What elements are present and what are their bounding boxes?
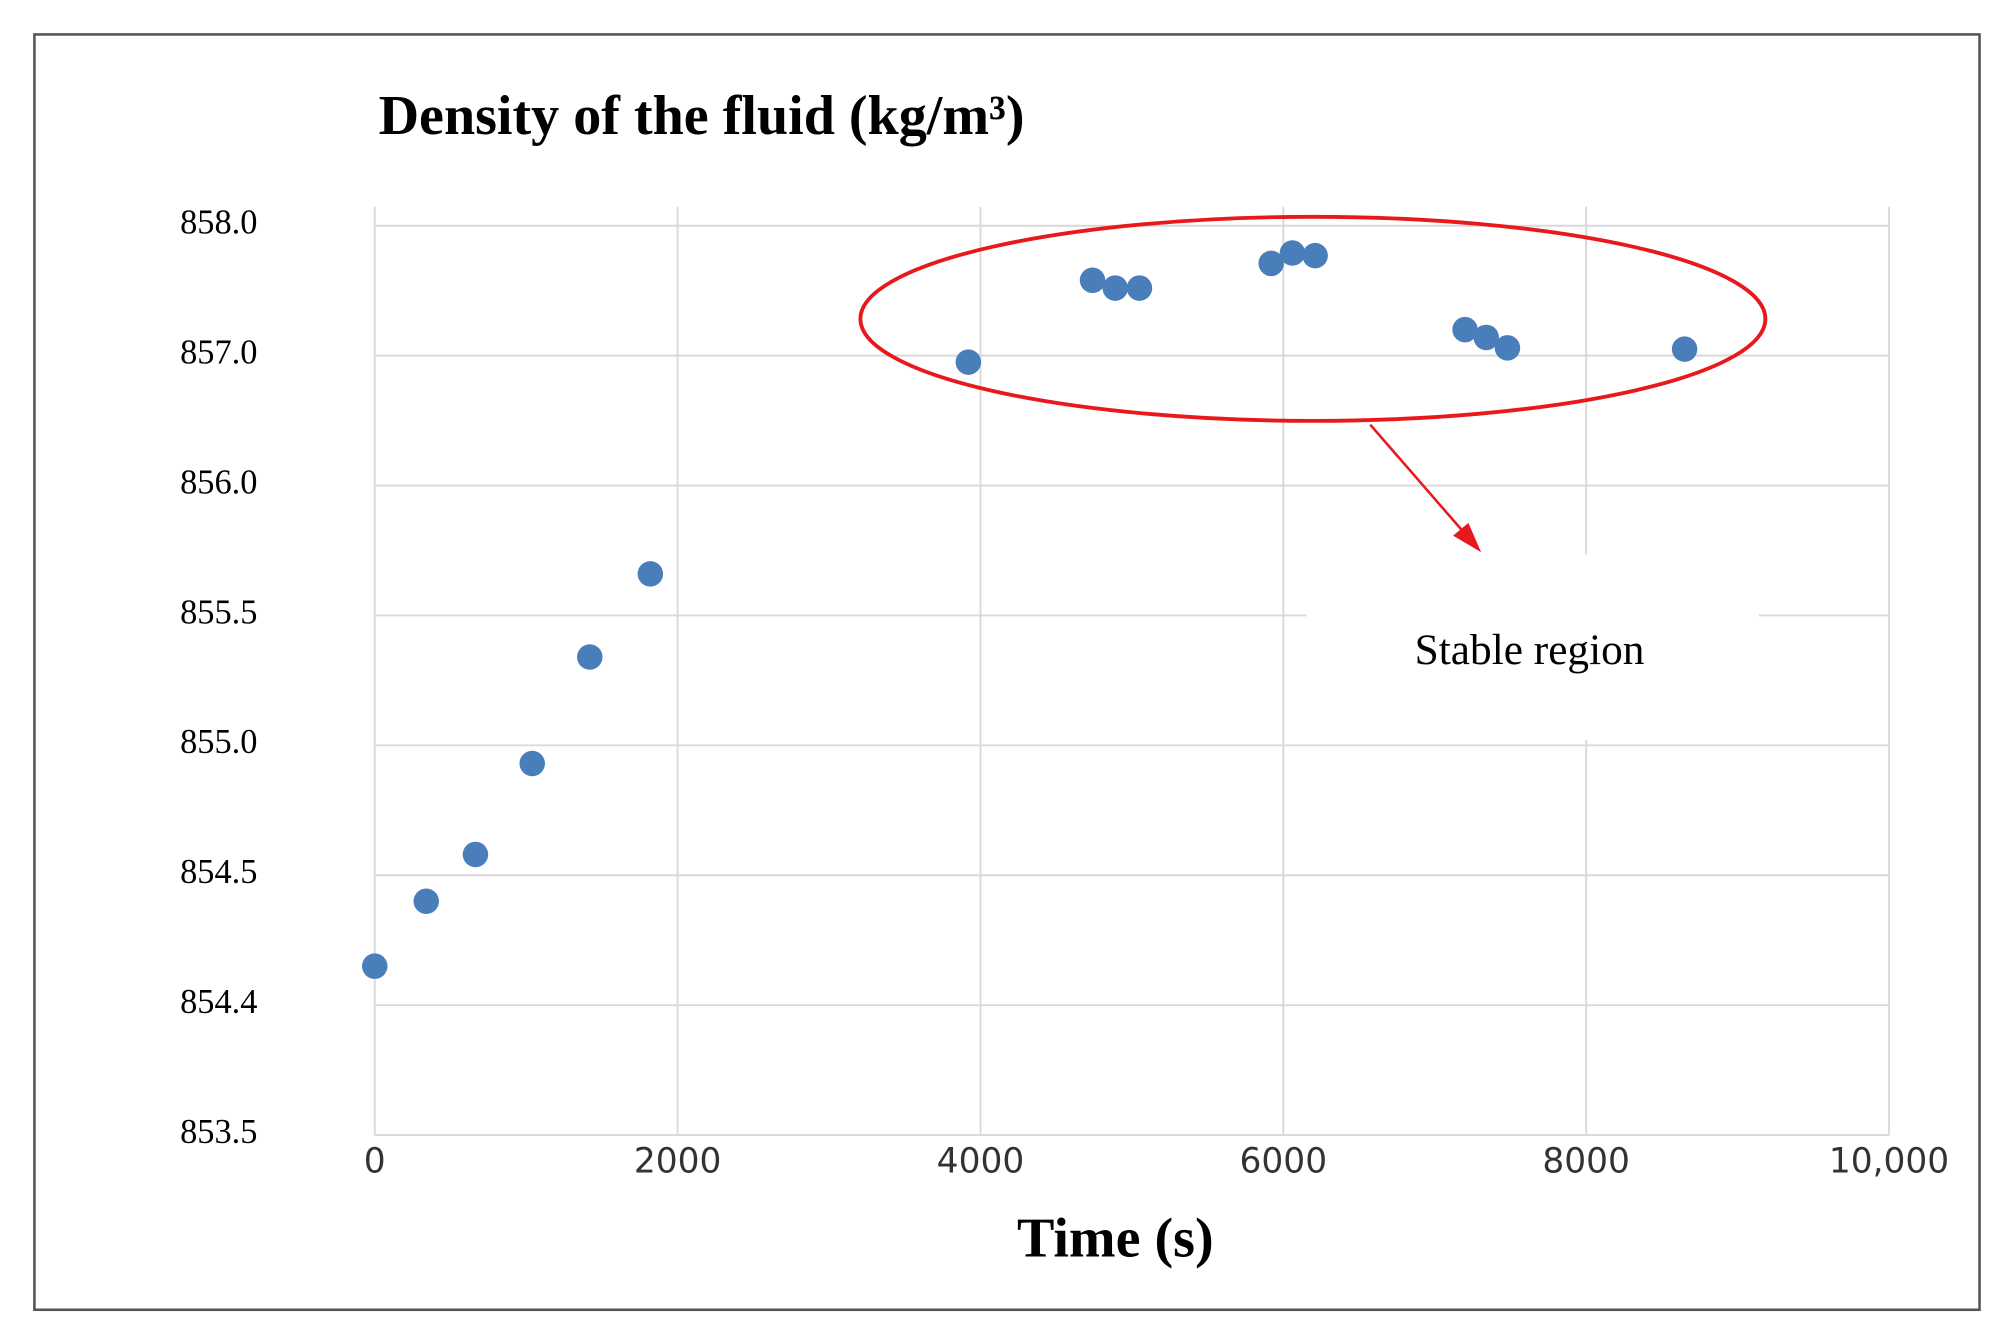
annotation: Stable region	[1415, 626, 1645, 674]
arrow-line	[1369, 423, 1474, 543]
data-point	[413, 888, 439, 914]
y-tick-label: 855.5	[180, 593, 257, 631]
data-point	[362, 953, 388, 979]
y-tick-label: 857.0	[180, 334, 257, 372]
data-point	[519, 750, 545, 777]
data-point	[1279, 240, 1306, 266]
data-point	[955, 349, 982, 375]
data-point	[637, 561, 664, 587]
y-tick-label: 854.4	[180, 983, 257, 1021]
data-point	[577, 644, 603, 670]
arrow-head	[1453, 522, 1482, 553]
x-tick-label: 4000	[937, 1142, 1025, 1182]
x-tick-label: 6000	[1240, 1142, 1328, 1182]
data-point	[1473, 324, 1499, 351]
y-tick-label: 855.0	[180, 723, 257, 761]
y-tick-label: 853.5	[180, 1113, 257, 1151]
y-tick-label: 854.5	[180, 853, 257, 891]
data-point	[1302, 242, 1328, 269]
highlight-ellipse	[858, 214, 1768, 423]
y-tick-label: 856.0	[180, 463, 257, 501]
data-point	[1079, 267, 1106, 294]
data-point	[1494, 335, 1521, 361]
data-point	[1671, 336, 1698, 362]
y-tick-label: 858.0	[180, 204, 257, 242]
annotation-box	[1306, 554, 1760, 740]
data-point	[1126, 275, 1153, 301]
x-axis-label: Time (s)	[1017, 1207, 1214, 1269]
x-tick-label: 0	[364, 1142, 386, 1182]
chart-title: Density of the fluid (kg/m³)	[379, 85, 1025, 147]
x-tick-label: 8000	[1542, 1142, 1630, 1182]
data-point	[1258, 250, 1284, 277]
data-point	[1452, 316, 1478, 343]
x-tick-label: 10,000	[1829, 1142, 1949, 1182]
data-point	[462, 841, 489, 868]
grid	[373, 206, 1890, 1137]
x-tick-label: 2000	[634, 1142, 722, 1182]
data-point	[1102, 275, 1128, 301]
